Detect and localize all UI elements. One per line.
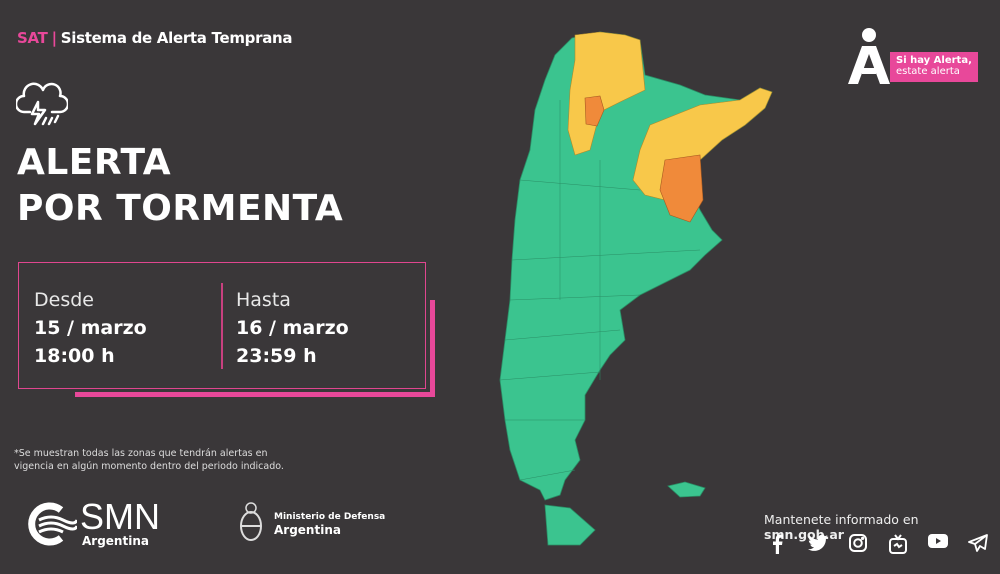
header-separator: |: [51, 29, 57, 47]
follow-prefix: Mantenete informado en: [764, 512, 919, 527]
footnote: *Se muestran todas las zonas que tendrán…: [14, 448, 284, 472]
from-date: 15 / marzo: [34, 317, 147, 339]
ministry-logo: Ministerio de Defensa Argentina: [238, 500, 385, 550]
badge-line1: Si hay Alerta,: [896, 55, 972, 66]
period-to: Hasta 16 / marzo 23:59 h: [236, 286, 349, 370]
map-tierra-del-fuego: [544, 504, 596, 546]
twitter-icon[interactable]: [798, 534, 838, 554]
ministry-line2: Argentina: [274, 523, 341, 537]
alert-title-line1: ALERTA: [17, 142, 172, 183]
period-box-accent: [75, 300, 435, 397]
smn-sub: Argentina: [82, 534, 149, 548]
alert-title: ALERTA POR TORMENTA: [17, 140, 343, 232]
system-name: Sistema de Alerta Temprana: [60, 29, 293, 47]
to-time: 23:59 h: [236, 345, 317, 367]
to-label: Hasta: [236, 289, 291, 311]
coat-of-arms-icon: [240, 502, 262, 541]
ministry-line1: Ministerio de Defensa: [274, 512, 386, 522]
telegram-icon[interactable]: [958, 534, 998, 554]
youtube-icon[interactable]: [918, 534, 958, 554]
badge-line2: estate alerta: [896, 66, 960, 77]
smn-emblem-icon: [28, 502, 77, 546]
from-label: Desde: [34, 289, 94, 311]
smn-name: SMN: [80, 496, 160, 537]
map-province-lines: [499, 100, 701, 481]
map-falklands: [667, 481, 706, 498]
facebook-icon[interactable]: [758, 534, 798, 554]
map-region-orange-north: [584, 95, 605, 127]
instagram-icon[interactable]: [838, 534, 878, 554]
alert-title-line2: POR TORMENTA: [17, 188, 344, 229]
period-from: Desde 15 / marzo 18:00 h: [34, 286, 147, 370]
sat-acronym: SAT: [17, 29, 48, 47]
igtv-icon[interactable]: [878, 534, 918, 554]
system-header: SAT | Sistema de Alerta Temprana: [17, 29, 293, 47]
period-divider: [221, 283, 223, 369]
from-time: 18:00 h: [34, 345, 115, 367]
map-region-orange-entre-rios: [659, 154, 704, 223]
period-box: [18, 262, 426, 389]
person-a-icon: [848, 28, 890, 84]
storm-cloud-icon: [16, 82, 68, 126]
to-date: 16 / marzo: [236, 317, 349, 339]
argentina-alert-map: [499, 31, 773, 546]
social-icons: [758, 534, 998, 554]
